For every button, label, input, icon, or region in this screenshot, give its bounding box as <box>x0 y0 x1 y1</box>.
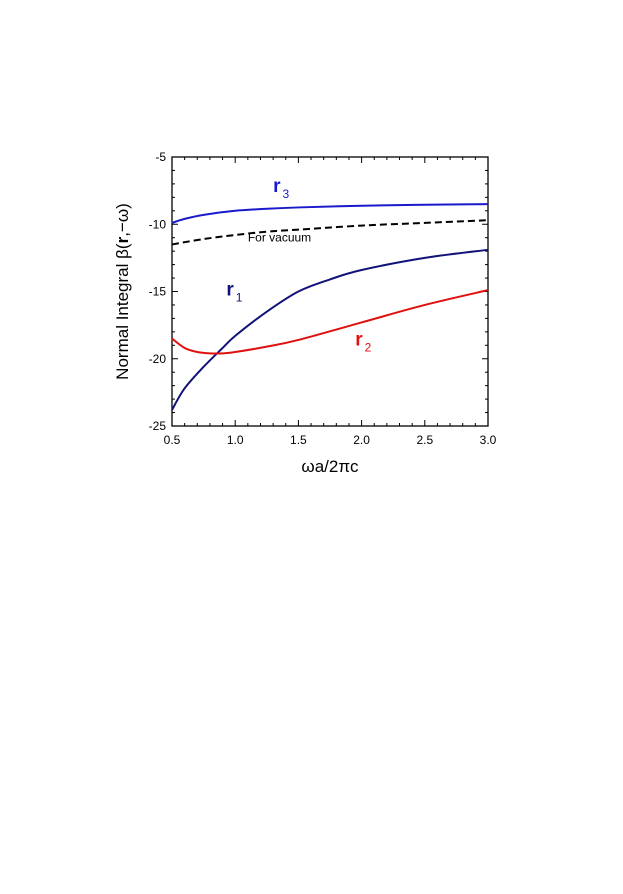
x-tick-label: 1.0 <box>227 433 244 447</box>
series-line-2 <box>171 248 489 411</box>
y-axis-title-bold: r <box>113 236 132 243</box>
x-axis-title: ωa/2πc <box>301 457 359 476</box>
y-tick-label: -20 <box>149 352 167 366</box>
series-line-3 <box>171 289 489 355</box>
tick-labels: 0.5 1.0 1.5 2.0 2.5 3.0 -5 -10 -15 -20 -25 <box>149 150 497 447</box>
series-layer <box>171 203 489 411</box>
y-tick-label: -5 <box>155 150 166 164</box>
plot-frame <box>171 156 489 427</box>
series-label-main: r <box>355 329 363 350</box>
x-tick-label: 3.0 <box>480 433 497 447</box>
y-tick-label: -10 <box>149 217 167 231</box>
series-label-main: r <box>226 280 234 301</box>
y-tick-label: -15 <box>149 285 167 299</box>
y-axis-title-beta: β( <box>113 243 132 259</box>
series-label-main: r <box>273 176 281 197</box>
series-line-0 <box>171 203 489 224</box>
series-line-1 <box>171 219 489 246</box>
x-tick-label: 2.0 <box>353 433 370 447</box>
y-axis-title: Normal Integral β(r,−ω) <box>113 203 132 380</box>
y-axis-title-suffix: ,−ω) <box>113 203 132 237</box>
annotation-for-vacuum: For vacuum <box>248 231 311 245</box>
x-tick-label: 1.5 <box>290 433 307 447</box>
series-label-subscript: 1 <box>236 291 243 305</box>
axis-ticks <box>171 156 489 427</box>
series-label-subscript: 3 <box>283 187 290 201</box>
x-tick-label: 2.5 <box>416 433 433 447</box>
y-tick-label: -25 <box>149 419 167 433</box>
x-tick-label: 0.5 <box>164 433 181 447</box>
y-axis-title-prefix: Normal Integral <box>113 259 132 380</box>
series-label-subscript: 2 <box>365 340 372 354</box>
